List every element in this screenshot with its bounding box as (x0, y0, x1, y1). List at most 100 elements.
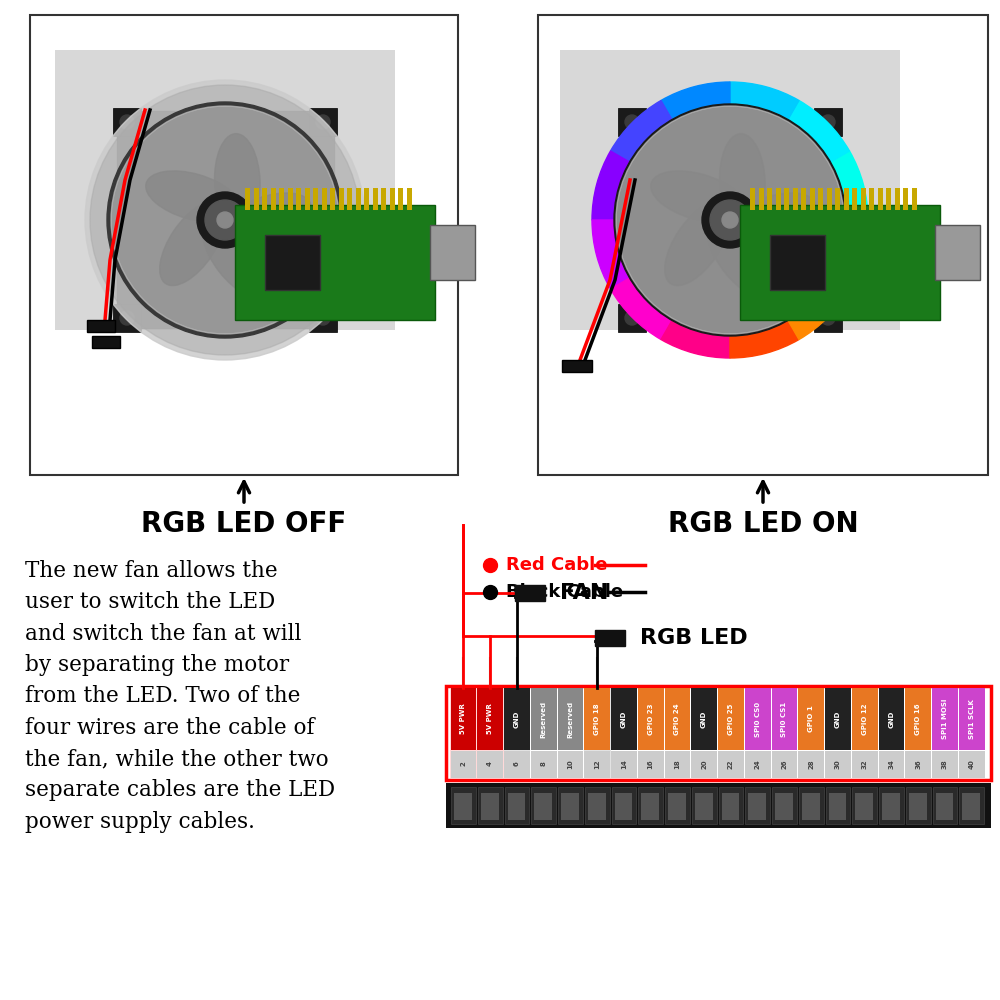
Bar (879, 751, 904, 778)
Circle shape (625, 115, 639, 129)
Circle shape (85, 80, 365, 360)
Bar (481, 793, 498, 820)
Text: 32: 32 (862, 759, 868, 769)
Bar (279, 188, 284, 210)
Bar (818, 188, 823, 210)
Wedge shape (592, 151, 630, 220)
Bar (882, 793, 900, 820)
Bar (718, 787, 743, 824)
Text: 22: 22 (728, 759, 734, 769)
Bar (772, 751, 797, 778)
Bar (959, 688, 984, 750)
Bar (767, 188, 772, 210)
Bar (531, 787, 556, 824)
Bar (798, 751, 824, 778)
Bar (558, 688, 583, 750)
Ellipse shape (708, 217, 777, 299)
Ellipse shape (665, 201, 731, 286)
Text: 16: 16 (648, 759, 654, 769)
Bar (664, 688, 690, 750)
Text: GND: GND (514, 710, 520, 728)
Bar (612, 787, 636, 824)
Bar (692, 787, 716, 824)
Text: SPI0 CS0: SPI0 CS0 (755, 701, 761, 737)
Bar (879, 688, 904, 750)
Circle shape (616, 106, 844, 334)
Text: FAN: FAN (560, 583, 608, 603)
Text: Black Cable: Black Cable (506, 583, 623, 601)
Bar (622, 111, 839, 328)
Bar (814, 108, 842, 136)
Text: The new fan allows the
user to switch the LED
and switch the fan at will
by sepa: The new fan allows the user to switch th… (25, 560, 335, 833)
Bar (406, 188, 412, 210)
Bar (372, 188, 378, 210)
Text: 5V PWR: 5V PWR (460, 704, 466, 734)
Bar (477, 688, 504, 778)
Bar (446, 686, 991, 780)
Wedge shape (610, 278, 672, 340)
Text: Red Cable: Red Cable (506, 556, 608, 574)
Ellipse shape (719, 134, 765, 230)
Bar (855, 793, 873, 820)
Wedge shape (661, 320, 730, 358)
Wedge shape (730, 82, 799, 120)
Bar (825, 688, 851, 750)
Bar (638, 751, 664, 778)
Bar (691, 688, 717, 750)
Bar (254, 188, 258, 210)
Bar (959, 751, 984, 778)
Text: 5V PWR: 5V PWR (487, 704, 493, 734)
Bar (776, 188, 780, 210)
Bar (309, 108, 337, 136)
Bar (852, 688, 878, 750)
Bar (852, 751, 878, 778)
Circle shape (107, 102, 343, 338)
Text: 4: 4 (487, 762, 493, 766)
Text: 12: 12 (594, 759, 600, 769)
Bar (810, 188, 814, 210)
Bar (478, 787, 503, 824)
Bar (338, 188, 344, 210)
Text: 30: 30 (835, 759, 841, 769)
Bar (740, 205, 940, 320)
Bar (905, 751, 931, 778)
Bar (561, 793, 579, 820)
Bar (390, 188, 394, 210)
Wedge shape (592, 220, 630, 289)
Bar (558, 751, 583, 778)
Bar (117, 111, 334, 328)
Bar (55, 50, 395, 330)
Bar (531, 751, 556, 778)
Bar (852, 787, 877, 824)
Bar (584, 688, 610, 750)
Bar (398, 188, 403, 210)
Bar (330, 188, 335, 210)
Text: 38: 38 (942, 759, 948, 769)
Bar (745, 751, 770, 778)
Bar (906, 787, 930, 824)
Wedge shape (830, 220, 868, 289)
Bar (879, 787, 904, 824)
Bar (844, 188, 848, 210)
Text: 36: 36 (915, 759, 921, 769)
Bar (936, 793, 953, 820)
Bar (718, 751, 744, 778)
Bar (288, 188, 292, 210)
Text: GND: GND (701, 710, 707, 728)
Bar (454, 793, 472, 820)
Bar (664, 751, 690, 778)
Text: 26: 26 (781, 759, 787, 769)
Bar (322, 188, 326, 210)
Text: GPIO 16: GPIO 16 (915, 703, 921, 735)
Text: 34: 34 (888, 759, 894, 769)
Bar (748, 793, 766, 820)
Wedge shape (788, 100, 850, 162)
Bar (826, 787, 850, 824)
Bar (477, 688, 503, 750)
Bar (450, 688, 476, 750)
Bar (638, 688, 664, 750)
Bar (962, 793, 980, 820)
Bar (477, 751, 503, 778)
Bar (641, 793, 659, 820)
Bar (614, 793, 632, 820)
